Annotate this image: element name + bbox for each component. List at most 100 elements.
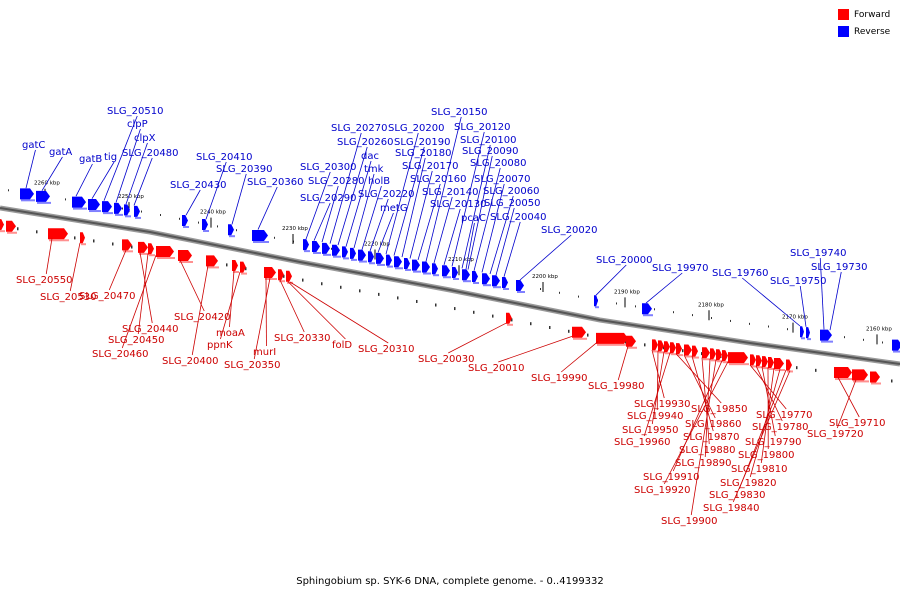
- reverse-gene-label[interactable]: dac: [361, 151, 379, 162]
- forward-gene-label[interactable]: SLG_19920: [634, 485, 690, 496]
- reverse-gene-label[interactable]: SLG_20410: [196, 152, 252, 163]
- reverse-gene-label[interactable]: SLG_20280: [308, 176, 364, 187]
- reverse-gene-arrow[interactable]: [820, 329, 833, 343]
- forward-gene-label[interactable]: SLG_19940: [627, 411, 683, 422]
- reverse-gene-arrow[interactable]: [394, 256, 403, 270]
- forward-gene-arrow[interactable]: [626, 335, 637, 349]
- reverse-gene-arrow[interactable]: [124, 204, 131, 218]
- reverse-gene-arrow[interactable]: [404, 257, 411, 271]
- reverse-gene-arrow[interactable]: [88, 199, 101, 213]
- reverse-gene-label[interactable]: gatA: [49, 147, 72, 158]
- forward-gene-arrow[interactable]: [138, 241, 149, 255]
- reverse-gene-label[interactable]: SLG_20050: [484, 198, 540, 209]
- forward-gene-label[interactable]: SLG_20330: [274, 333, 330, 344]
- forward-gene-arrow[interactable]: [206, 255, 219, 269]
- forward-gene-label[interactable]: SLG_19800: [738, 450, 794, 461]
- reverse-gene-label[interactable]: SLG_20120: [454, 122, 510, 133]
- reverse-gene-label[interactable]: SLG_20150: [431, 107, 487, 118]
- reverse-gene-arrow[interactable]: [368, 251, 375, 265]
- forward-gene-label[interactable]: SLG_19830: [709, 490, 765, 501]
- forward-gene-arrow[interactable]: [658, 340, 665, 354]
- forward-gene-label[interactable]: SLG_20550: [16, 275, 72, 286]
- forward-gene-label[interactable]: SLG_19880: [679, 445, 735, 456]
- forward-gene-label[interactable]: folD: [332, 340, 352, 351]
- forward-gene-arrow[interactable]: [762, 356, 769, 370]
- forward-gene-label[interactable]: SLG_19930: [634, 399, 690, 410]
- forward-gene-label[interactable]: murI: [253, 347, 276, 358]
- forward-gene-arrow[interactable]: [870, 371, 881, 385]
- reverse-gene-arrow[interactable]: [376, 252, 385, 266]
- reverse-gene-label[interactable]: clpX: [134, 133, 156, 144]
- reverse-gene-arrow[interactable]: [312, 240, 321, 254]
- reverse-gene-arrow[interactable]: [134, 205, 141, 219]
- reverse-gene-label[interactable]: SLG_20430: [170, 180, 226, 191]
- reverse-gene-arrow[interactable]: [452, 267, 459, 280]
- reverse-gene-label[interactable]: SLG_20020: [541, 225, 597, 236]
- forward-gene-arrow[interactable]: [652, 339, 659, 353]
- reverse-gene-label[interactable]: SLG_20140: [422, 187, 478, 198]
- forward-gene-arrow[interactable]: [852, 369, 869, 383]
- reverse-gene-label[interactable]: SLG_20510: [107, 106, 163, 117]
- reverse-gene-label[interactable]: SLG_20290: [300, 193, 356, 204]
- reverse-gene-label[interactable]: SLG_20300: [300, 162, 356, 173]
- forward-gene-arrow[interactable]: [0, 219, 5, 233]
- forward-gene-arrow[interactable]: [596, 332, 629, 346]
- forward-gene-arrow[interactable]: [278, 269, 285, 283]
- forward-gene-arrow[interactable]: [774, 358, 785, 372]
- reverse-gene-arrow[interactable]: [350, 247, 357, 261]
- reverse-gene-arrow[interactable]: [492, 275, 501, 289]
- forward-gene-label[interactable]: moaA: [216, 328, 245, 339]
- reverse-gene-label[interactable]: SLG_19730: [811, 262, 867, 273]
- forward-gene-arrow[interactable]: [48, 228, 69, 242]
- forward-gene-arrow[interactable]: [670, 342, 677, 356]
- reverse-gene-arrow[interactable]: [594, 295, 599, 309]
- reverse-gene-arrow[interactable]: [422, 261, 431, 275]
- forward-gene-label[interactable]: SLG_19770: [756, 410, 812, 421]
- forward-gene-label[interactable]: SLG_20350: [224, 360, 280, 371]
- forward-gene-arrow[interactable]: [692, 345, 699, 359]
- forward-gene-label[interactable]: SLG_19790: [745, 437, 801, 448]
- reverse-gene-arrow[interactable]: [228, 224, 235, 238]
- forward-gene-label[interactable]: SLG_19870: [683, 432, 739, 443]
- forward-gene-label[interactable]: SLG_20420: [174, 312, 230, 323]
- forward-gene-label[interactable]: SLG_20460: [92, 349, 148, 360]
- forward-gene-arrow[interactable]: [240, 261, 247, 275]
- forward-gene-label[interactable]: SLG_20450: [108, 335, 164, 346]
- reverse-gene-arrow[interactable]: [516, 280, 525, 293]
- reverse-gene-arrow[interactable]: [800, 326, 805, 340]
- reverse-gene-arrow[interactable]: [442, 265, 451, 279]
- forward-gene-label[interactable]: SLG_19890: [675, 458, 731, 469]
- forward-gene-label[interactable]: SLG_19860: [685, 419, 741, 430]
- forward-gene-arrow[interactable]: [728, 352, 749, 366]
- forward-gene-label[interactable]: SLG_19990: [531, 373, 587, 384]
- forward-gene-arrow[interactable]: [264, 267, 277, 280]
- reverse-gene-label[interactable]: metG: [380, 203, 408, 214]
- reverse-gene-label[interactable]: clpP: [127, 119, 148, 130]
- forward-gene-arrow[interactable]: [716, 349, 723, 363]
- forward-gene-arrow[interactable]: [122, 239, 133, 253]
- reverse-gene-label[interactable]: SLG_20190: [394, 137, 450, 148]
- reverse-gene-label[interactable]: SLG_20080: [470, 158, 526, 169]
- reverse-gene-arrow[interactable]: [358, 249, 367, 263]
- reverse-gene-label[interactable]: SLG_20480: [122, 148, 178, 159]
- forward-gene-arrow[interactable]: [572, 326, 587, 340]
- forward-gene-label[interactable]: SLG_19960: [614, 437, 670, 448]
- reverse-gene-label[interactable]: SLG_19740: [790, 248, 846, 259]
- reverse-gene-label[interactable]: SLG_20040: [490, 212, 546, 223]
- forward-gene-arrow[interactable]: [6, 220, 17, 234]
- reverse-gene-label[interactable]: tig: [104, 152, 117, 163]
- forward-gene-label[interactable]: SLG_19910: [643, 472, 699, 483]
- reverse-gene-label[interactable]: SLG_20100: [460, 135, 516, 146]
- reverse-gene-arrow[interactable]: [202, 219, 209, 232]
- forward-gene-label[interactable]: SLG_20440: [122, 324, 178, 335]
- reverse-gene-arrow[interactable]: [252, 230, 269, 243]
- reverse-gene-label[interactable]: SLG_20070: [474, 174, 530, 185]
- forward-gene-label[interactable]: SLG_20400: [162, 356, 218, 367]
- forward-gene-arrow[interactable]: [834, 367, 853, 381]
- reverse-gene-arrow[interactable]: [114, 202, 123, 216]
- reverse-gene-label[interactable]: SLG_20220: [358, 189, 414, 200]
- reverse-gene-label[interactable]: SLG_19760: [712, 268, 768, 279]
- forward-gene-label[interactable]: SLG_19820: [720, 478, 776, 489]
- forward-gene-arrow[interactable]: [702, 347, 711, 361]
- forward-gene-label[interactable]: SLG_19810: [731, 464, 787, 475]
